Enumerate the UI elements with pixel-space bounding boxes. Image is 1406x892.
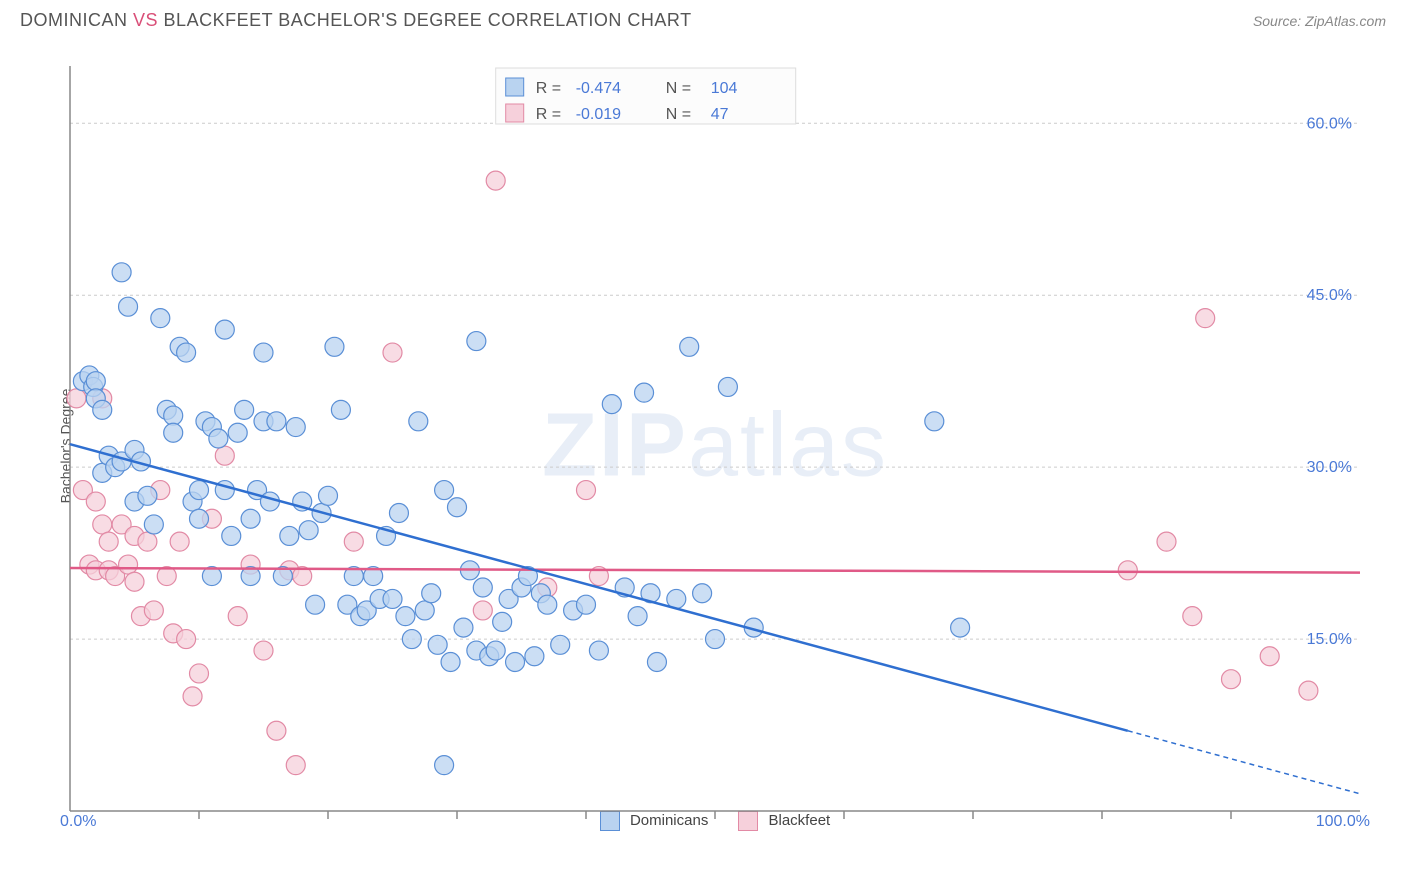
svg-text:60.0%: 60.0% xyxy=(1307,115,1352,132)
svg-text:N =: N = xyxy=(666,106,691,123)
svg-text:-0.474: -0.474 xyxy=(576,80,621,97)
svg-text:47: 47 xyxy=(711,106,729,123)
svg-text:-0.019: -0.019 xyxy=(576,106,621,123)
svg-text:R =: R = xyxy=(536,80,561,97)
svg-text:104: 104 xyxy=(711,80,738,97)
chart-title: DOMINICAN VS BLACKFEET BACHELOR'S DEGREE… xyxy=(20,10,692,31)
svg-text:N =: N = xyxy=(666,80,691,97)
svg-text:45.0%: 45.0% xyxy=(1307,287,1352,304)
svg-text:30.0%: 30.0% xyxy=(1307,459,1352,476)
scatter-chart: 15.0% 30.0% 45.0% 60.0% R = -0.474 N = 104 R = -0… xyxy=(50,56,1380,836)
source-label: Source: ZipAtlas.com xyxy=(1253,13,1386,29)
svg-text:15.0%: 15.0% xyxy=(1307,631,1352,648)
svg-text:R =: R = xyxy=(536,106,561,123)
